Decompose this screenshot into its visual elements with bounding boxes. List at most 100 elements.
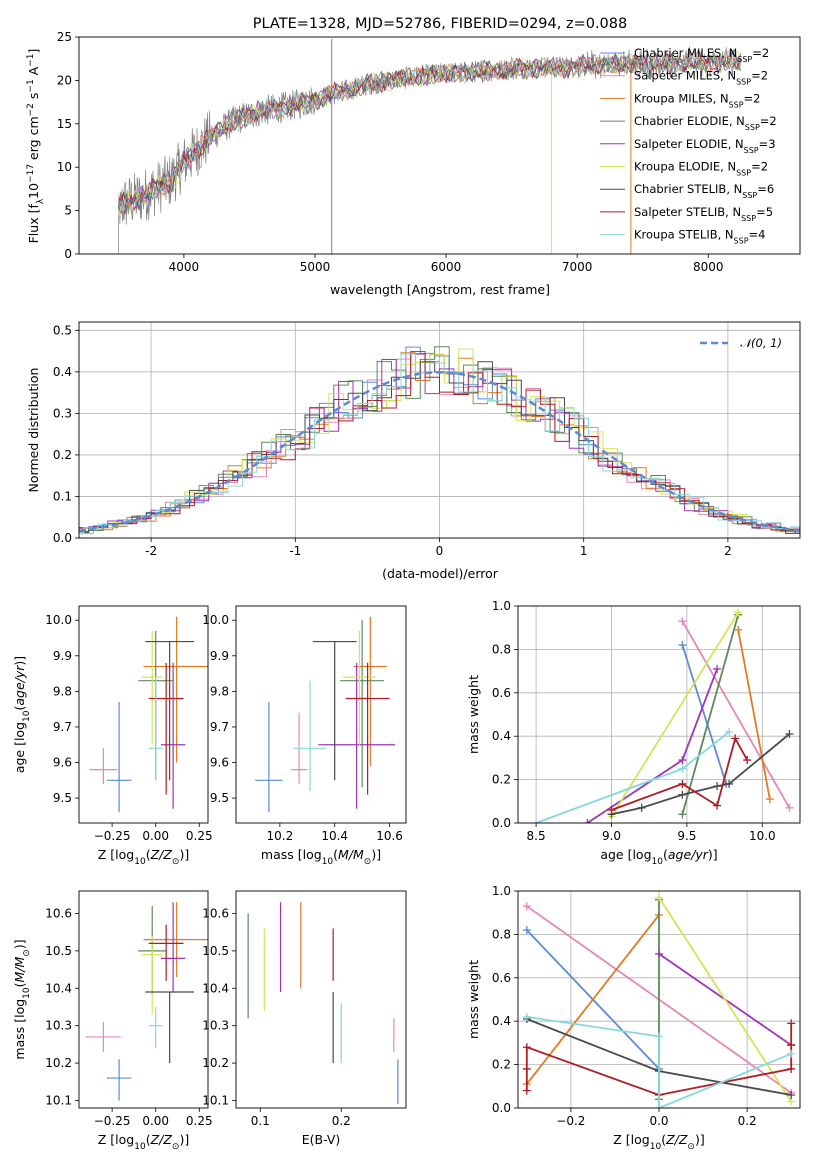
y-tick-label: 9.9 [210, 649, 229, 663]
weight-marker [678, 617, 687, 626]
axes-frame [78, 605, 209, 824]
y-tick-label: 0.0 [53, 531, 72, 545]
y-tick-label: 10.6 [45, 906, 72, 920]
axes-frame [235, 605, 407, 824]
x-tick-label: 0.2 [738, 1114, 757, 1128]
weight-marker [678, 790, 687, 799]
figure-title: PLATE=1328, MJD=52786, FIBERID=0294, z=0… [253, 16, 627, 32]
weight-marker [607, 805, 616, 814]
weight-marker [713, 664, 722, 673]
y-tick-label: 0.1 [53, 489, 72, 503]
legend-label: Salpeter STELIB, NSSP=5 [634, 205, 773, 223]
weight-marker [532, 819, 541, 823]
weight-metallicity-panel: −0.2 0.0 0.2 0.0 0.2 0.4 0.6 0.8 1.0 Z [log10(Z/Z… [466, 884, 801, 1152]
y-axis-label: mass weight [466, 960, 481, 1039]
y-tick-label: 9.8 [53, 684, 72, 698]
x-tick-label: −0.2 [556, 1114, 585, 1128]
plot-area [255, 616, 396, 813]
weight-marker [678, 764, 687, 773]
x-axis-label: age [log10(age/yr)] [600, 847, 717, 867]
age-metallicity-panel: −0.25 0.00 0.25 9.5 9.6 9.7 9.8 9.9 10.0 Z [log10… [12, 605, 213, 867]
y-tick-label: 0.0 [492, 816, 511, 830]
y-axis-label: mass weight [466, 675, 481, 754]
spectrum-panel: 4000 5000 6000 7000 8000 0 5 10 15 20 25 wavelength… [26, 30, 801, 297]
weight-marker [734, 608, 743, 617]
weight-marker [655, 1104, 663, 1108]
y-tick-label: 0.3 [53, 406, 72, 420]
y-tick-label: 25 [57, 30, 72, 44]
weight-marker [731, 734, 740, 743]
model-spectrum-line [117, 50, 742, 212]
x-tick-label: 0.1 [251, 1114, 270, 1128]
y-tick-label: 9.6 [210, 756, 229, 770]
residual-histogram-panel: -2 -1 0 1 2 0.0 0.1 0.2 0.3 0.4 0.5 𝒩(0, 1) (data-mo… [26, 321, 801, 581]
y-tick-label: 9.8 [210, 684, 229, 698]
y-axis-label: age [log10(age/yr)] [12, 656, 32, 773]
plot-area [79, 346, 800, 535]
weight-marker [725, 779, 734, 788]
y-tick-label: 0.2 [492, 1058, 511, 1072]
weight-line [681, 620, 791, 809]
weight-marker [655, 893, 663, 902]
legend-label: Salpeter ELODIE, NSSP=3 [634, 137, 776, 155]
weight-marker [522, 1064, 531, 1073]
weight-line [658, 897, 792, 1102]
weight-line [610, 612, 739, 817]
y-tick-label: 10.5 [45, 944, 72, 958]
x-tick-label: 7000 [562, 260, 593, 274]
weight-marker [522, 902, 531, 911]
plot-area [117, 38, 742, 254]
weight-marker [765, 795, 774, 804]
weight-marker [655, 1032, 663, 1041]
y-tick-label: 0.4 [492, 1014, 511, 1028]
legend-label: Kroupa STELIB, NSSP=4 [634, 228, 765, 246]
y-tick-label: 15 [57, 117, 72, 131]
y-tick-label: 5 [64, 204, 72, 218]
weight-marker [637, 803, 646, 812]
legend-label: 𝒩(0, 1) [740, 336, 782, 350]
y-tick-label: 1.0 [492, 884, 511, 898]
weight-marker [713, 801, 722, 810]
weight-marker [678, 810, 687, 819]
weight-marker [734, 625, 743, 634]
plot-area [522, 893, 796, 1108]
x-tick-label: 10.6 [376, 829, 403, 843]
x-axis-label: mass [log10(M/M⊙)] [261, 847, 381, 867]
legend-label: Chabrier ELODIE, NSSP=2 [634, 114, 777, 132]
y-axis-label: Normed distribution [26, 368, 41, 493]
weight-line [737, 629, 771, 800]
y-tick-label: 10.2 [45, 1056, 72, 1070]
y-tick-label: 0.4 [492, 729, 511, 743]
y-tick-label: 10.3 [45, 1019, 72, 1033]
weight-marker [678, 641, 687, 650]
axes-frame [517, 605, 801, 824]
y-tick-label: 0.0 [492, 1101, 511, 1115]
weight-marker [522, 926, 531, 935]
x-axis-label: (data-model)/error [382, 566, 499, 581]
x-axis-label: wavelength [Angstrom, rest frame] [330, 282, 550, 297]
weight-marker [787, 1090, 796, 1099]
weight-line [611, 736, 748, 811]
legend-label: Kroupa ELODIE, NSSP=2 [634, 160, 768, 178]
y-tick-label: 10.6 [202, 906, 229, 920]
x-tick-label: 10.2 [267, 829, 294, 843]
plot-area [89, 616, 208, 813]
weight-marker [522, 1043, 531, 1052]
plot-area [247, 902, 399, 1105]
legend-label: Chabrier STELIB, NSSP=6 [634, 182, 774, 200]
weight-marker [713, 782, 722, 791]
y-tick-label: 1.0 [492, 599, 511, 613]
mass-extinction-panel: 0.1 0.2 10.1 10.2 10.3 10.4 10.5 10.6 E(B-V) [202, 890, 407, 1147]
weight-marker [678, 756, 687, 765]
histogram-step [79, 353, 800, 534]
x-tick-label: 0.00 [142, 1114, 169, 1128]
y-axis-label: Flux [fλ10−17 erg cm−2 s−1 A−1] [26, 49, 46, 244]
histogram-step [79, 348, 800, 535]
weight-marker [678, 779, 687, 788]
x-axis-label: E(B-V) [302, 1132, 341, 1147]
y-tick-label: 9.5 [210, 791, 229, 805]
legend-label: Chabrier MILES, NSSP=2 [634, 46, 769, 64]
weight-marker [787, 1019, 796, 1028]
y-axis-label: mass [log10(M/M⊙)] [12, 939, 32, 1059]
